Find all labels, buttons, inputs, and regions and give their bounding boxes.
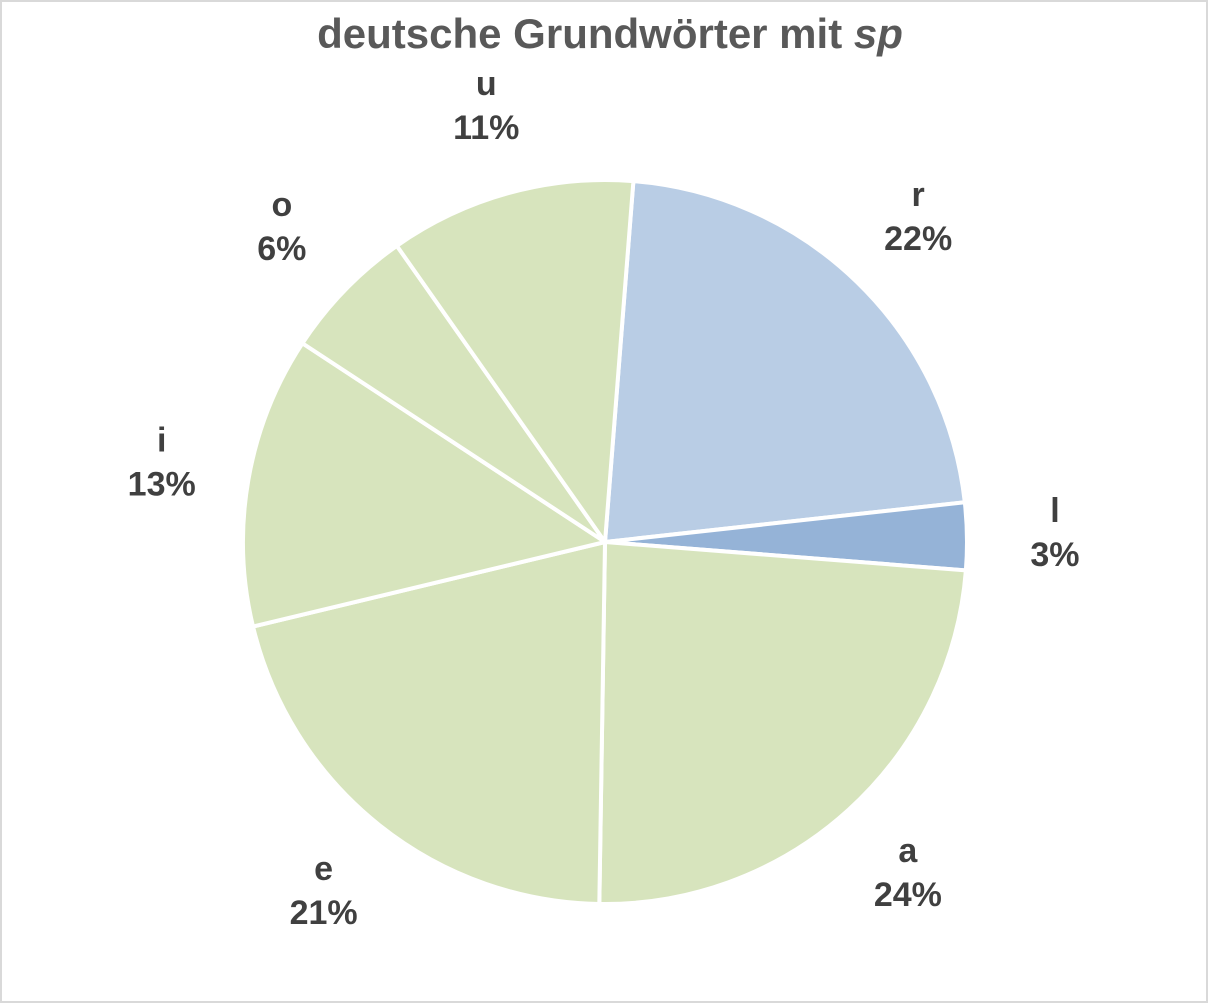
slice-category: e (314, 850, 333, 888)
title-main: deutsche Grundwörter mit (317, 10, 842, 57)
slice-category: i (157, 422, 166, 460)
pie-slice (299, 243, 607, 544)
pie-slice (394, 178, 636, 548)
slice-value-label: 6% (257, 230, 306, 268)
slice-category: r (912, 176, 925, 214)
slice-category: l (1050, 492, 1059, 530)
slice-category: a (898, 832, 918, 870)
slice-value-label: 13% (128, 466, 196, 504)
pie-slice (241, 340, 610, 629)
chart-title: deutsche Grundwörter mit sp (317, 10, 903, 57)
slice-value-label: 11% (453, 109, 519, 147)
slice-category: u (476, 65, 497, 103)
slice-value-label: 24% (874, 876, 942, 914)
title-emphasis: sp (854, 10, 903, 57)
pie-slice (597, 539, 969, 906)
pie-slice (602, 178, 968, 545)
slice-value-label: 22% (884, 220, 952, 258)
slice-value-label: 3% (1030, 536, 1079, 574)
slice-category: o (271, 186, 292, 224)
pie-slice (250, 539, 608, 906)
slice-value-label: 21% (290, 894, 358, 932)
